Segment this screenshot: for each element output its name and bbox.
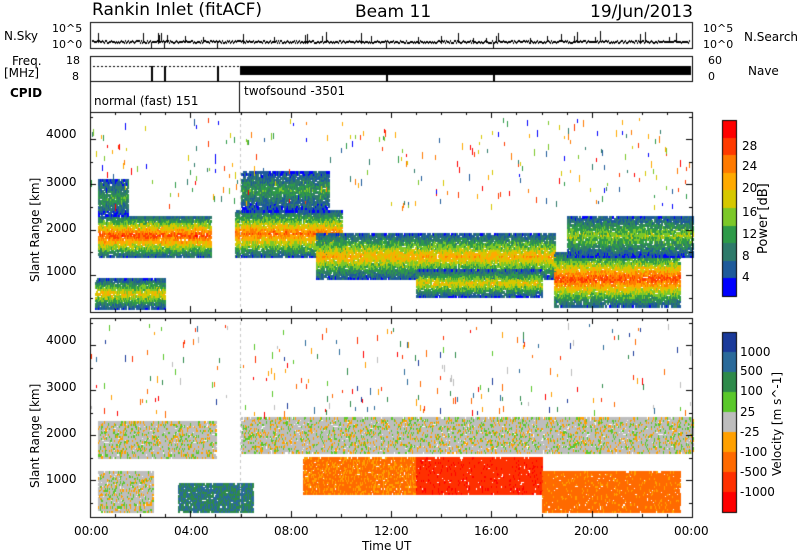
power-cbar-tick-8: 8 xyxy=(742,249,750,263)
nsky-tick-bottom: 10^0 xyxy=(52,38,83,51)
freq-tick-bottom: 8 xyxy=(72,70,79,83)
nave-label: Nave xyxy=(748,64,779,78)
velocity-cbar-tick-500: 500 xyxy=(740,364,763,378)
velocity-cbar-tick-1000: 1000 xyxy=(740,345,771,359)
power-cbar-tick-12: 12 xyxy=(742,227,758,241)
power-ytick-1000: 1000 xyxy=(46,264,77,278)
xtick-0400: 04:00 xyxy=(174,524,209,538)
velocity-ytick-3000: 3000 xyxy=(46,380,77,394)
cpid-label: CPID xyxy=(10,86,43,100)
x-axis-label: Time UT xyxy=(362,539,412,553)
velocity-panel-ylabel: Slant Range [km] xyxy=(28,383,42,488)
power-ytick-3000: 3000 xyxy=(46,175,77,189)
velocity-cbar-tick-25: 25 xyxy=(740,405,756,419)
power-panel-ylabel: Slant Range [km] xyxy=(28,177,42,282)
xtick-1600: 16:00 xyxy=(474,524,509,538)
velocity-ytick-2000: 2000 xyxy=(46,426,77,440)
power-cbar-tick-24: 24 xyxy=(742,159,758,173)
nsearch-tick-bottom: 10^0 xyxy=(703,38,734,51)
velocity-cbar-tick-minus25: -25 xyxy=(740,425,760,439)
velocity-ytick-1000: 1000 xyxy=(46,472,77,486)
freq-tick-top: 18 xyxy=(66,54,80,67)
nave-tick-bottom: 0 xyxy=(708,70,715,83)
cpid-mode-2: twofsound -3501 xyxy=(244,84,346,98)
velocity-cbar-tick-100: 100 xyxy=(740,384,763,398)
nsearch-tick-top: 10^5 xyxy=(703,22,734,35)
xtick-0000-end: 00:00 xyxy=(674,524,709,538)
power-ytick-4000: 4000 xyxy=(46,127,77,141)
power-cbar-tick-28: 28 xyxy=(742,139,758,153)
beam-title: Beam 11 xyxy=(355,2,432,22)
xtick-0000: 00:00 xyxy=(74,524,109,538)
power-cbar-tick-4: 4 xyxy=(742,270,750,284)
date-title: 19/Jun/2013 xyxy=(590,2,693,22)
xtick-1200: 12:00 xyxy=(374,524,409,538)
velocity-ytick-4000: 4000 xyxy=(46,333,77,347)
power-cbar-tick-16: 16 xyxy=(742,205,758,219)
nsky-label: N.Sky xyxy=(4,29,39,43)
nsearch-label: N.Search xyxy=(744,30,799,44)
xtick-2000: 20:00 xyxy=(574,524,609,538)
velocity-cbar-tick-minus1000: -1000 xyxy=(740,485,775,499)
nsky-tick-top: 10^5 xyxy=(52,22,83,35)
velocity-cbar-tick-minus500: -500 xyxy=(740,465,768,479)
cpid-mode-1: normal (fast) 151 xyxy=(94,94,199,108)
velocity-cbar-tick-minus100: -100 xyxy=(740,445,768,459)
xtick-0800: 08:00 xyxy=(274,524,309,538)
freq-label-2: [MHz] xyxy=(4,66,40,80)
power-cbar-tick-20: 20 xyxy=(742,181,758,195)
station-title: Rankin Inlet (fitACF) xyxy=(92,0,263,20)
velocity-colorbar-label: Velocity [m s^-1] xyxy=(770,371,784,476)
power-ytick-2000: 2000 xyxy=(46,221,77,235)
power-colorbar-label: Power [dB] xyxy=(756,183,771,254)
nave-tick-top: 60 xyxy=(708,54,722,67)
freq-label-1: Freq. xyxy=(12,54,42,68)
